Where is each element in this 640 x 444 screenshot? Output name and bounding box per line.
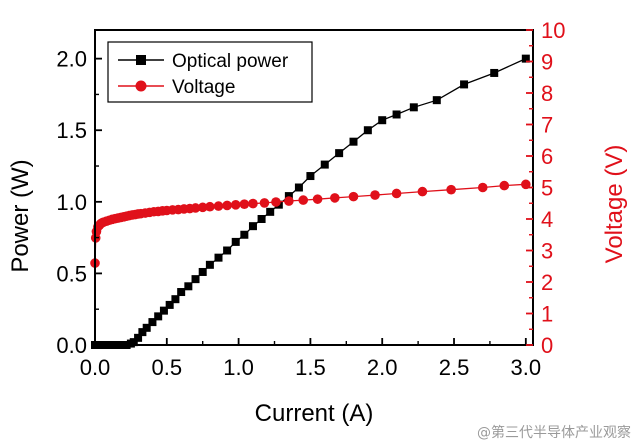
voltage-point bbox=[213, 201, 224, 211]
optical-power-point bbox=[129, 338, 138, 347]
y-left-tick-label: 1.5 bbox=[56, 118, 87, 143]
y-right-tick-label: 1 bbox=[541, 302, 553, 327]
voltage-point bbox=[477, 182, 488, 193]
optical-power-point bbox=[159, 306, 168, 315]
y-right-tick-label: 7 bbox=[541, 113, 553, 138]
voltage-point bbox=[284, 196, 294, 206]
optical-power-point bbox=[378, 116, 387, 125]
optical-power-point bbox=[521, 54, 530, 63]
y-right-tick-label: 10 bbox=[541, 18, 565, 43]
legend-voltage-marker bbox=[135, 80, 147, 92]
optical-power-point bbox=[490, 68, 499, 77]
voltage-point bbox=[298, 195, 309, 205]
optical-power-point bbox=[198, 267, 207, 276]
voltage-point bbox=[222, 200, 232, 211]
voltage-point bbox=[312, 194, 323, 204]
optical-power-point bbox=[148, 318, 157, 327]
optical-power-point bbox=[191, 275, 200, 284]
x-tick-label: 2.5 bbox=[439, 355, 470, 380]
voltage-point bbox=[446, 184, 456, 195]
y-left-tick-label: 2.0 bbox=[56, 47, 87, 72]
voltage-point bbox=[248, 198, 258, 209]
optical-power-point bbox=[142, 323, 151, 332]
y-left-tick-label: 0.0 bbox=[56, 333, 87, 358]
x-tick-label: 0.5 bbox=[152, 355, 183, 380]
voltage-point bbox=[190, 203, 201, 213]
voltage-point bbox=[197, 202, 208, 213]
optical-power-point bbox=[409, 103, 418, 112]
y-right-tick-label: 9 bbox=[541, 50, 553, 75]
optical-power-point bbox=[432, 96, 441, 105]
legend-voltage-label: Voltage bbox=[172, 77, 235, 98]
tick-labels: 0.0 0.5 1.0 1.5 2.0 2.5 3.0 0.0 0.5 1.0 1.5 2.0 0 1 2 3… bbox=[56, 18, 565, 380]
optical-power-point bbox=[184, 282, 193, 291]
voltage-point bbox=[230, 200, 241, 210]
optical-power-point bbox=[392, 110, 401, 119]
legend-optical-label: Optical power bbox=[172, 51, 289, 72]
voltage-point bbox=[239, 199, 250, 209]
axis-ticks bbox=[94, 29, 533, 346]
y-right-tick-label: 3 bbox=[541, 239, 553, 264]
optical-power-point bbox=[363, 126, 372, 135]
voltage-point bbox=[391, 188, 402, 199]
voltage-point bbox=[330, 193, 340, 203]
plot-curves bbox=[90, 54, 531, 349]
x-tick-label: 1.5 bbox=[295, 355, 326, 380]
legend-box bbox=[107, 41, 313, 103]
voltage-point bbox=[499, 180, 510, 191]
x-axis-title: Current (A) bbox=[255, 400, 374, 427]
optical-power-point bbox=[177, 288, 186, 297]
optical-power-point bbox=[165, 300, 174, 309]
optical-power-point bbox=[154, 312, 163, 321]
optical-power-point bbox=[460, 80, 469, 89]
watermark: @第三代半导体产业观察 bbox=[477, 424, 631, 441]
optical-power-point bbox=[306, 172, 315, 181]
legend: Optical power Voltage bbox=[107, 41, 313, 103]
y-right-tick-label: 5 bbox=[541, 176, 553, 201]
x-tick-label: 3.0 bbox=[511, 355, 542, 380]
voltage-point bbox=[205, 201, 215, 212]
optical-power-point bbox=[138, 328, 147, 337]
legend-optical-marker bbox=[136, 55, 146, 65]
x-tick-label: 1.0 bbox=[223, 355, 254, 380]
optical-power-point bbox=[214, 253, 223, 262]
x-tick-label: 2.0 bbox=[367, 355, 398, 380]
y-right-tick-label: 6 bbox=[541, 144, 553, 169]
voltage-line bbox=[94, 183, 526, 264]
voltage-point bbox=[348, 191, 359, 202]
optical-power-point bbox=[284, 192, 293, 201]
optical-power-point bbox=[171, 295, 180, 304]
optical-power-point bbox=[349, 137, 358, 146]
voltage-point bbox=[271, 197, 281, 207]
optical-power-point bbox=[266, 207, 275, 216]
y-right-tick-label: 8 bbox=[541, 81, 553, 106]
y-right-tick-label: 0 bbox=[541, 333, 553, 358]
optical-power-point bbox=[335, 149, 344, 158]
y-right-tick-label: 2 bbox=[541, 270, 553, 295]
y-left-tick-label: 0.5 bbox=[56, 261, 87, 286]
voltage-point bbox=[370, 190, 380, 200]
x-tick-label: 0.0 bbox=[80, 355, 111, 380]
optical-power-point bbox=[248, 222, 257, 231]
y-left-tick-label: 1.0 bbox=[56, 190, 87, 215]
optical-power-point bbox=[257, 215, 266, 223]
optical-power-point bbox=[294, 183, 303, 192]
y-right-tick-label: 4 bbox=[541, 207, 553, 232]
voltage-point bbox=[417, 186, 428, 197]
y-axis-left-title: Power (W) bbox=[7, 159, 34, 272]
optical-power-point bbox=[223, 246, 232, 255]
optical-power-point bbox=[231, 237, 240, 246]
optical-power-point bbox=[134, 333, 143, 342]
optical-power-point bbox=[205, 260, 214, 269]
voltage-point bbox=[259, 198, 270, 208]
optical-power-point bbox=[240, 230, 249, 239]
y-axis-right-title: Voltage (V) bbox=[601, 145, 628, 264]
optical-power-point bbox=[320, 160, 329, 169]
